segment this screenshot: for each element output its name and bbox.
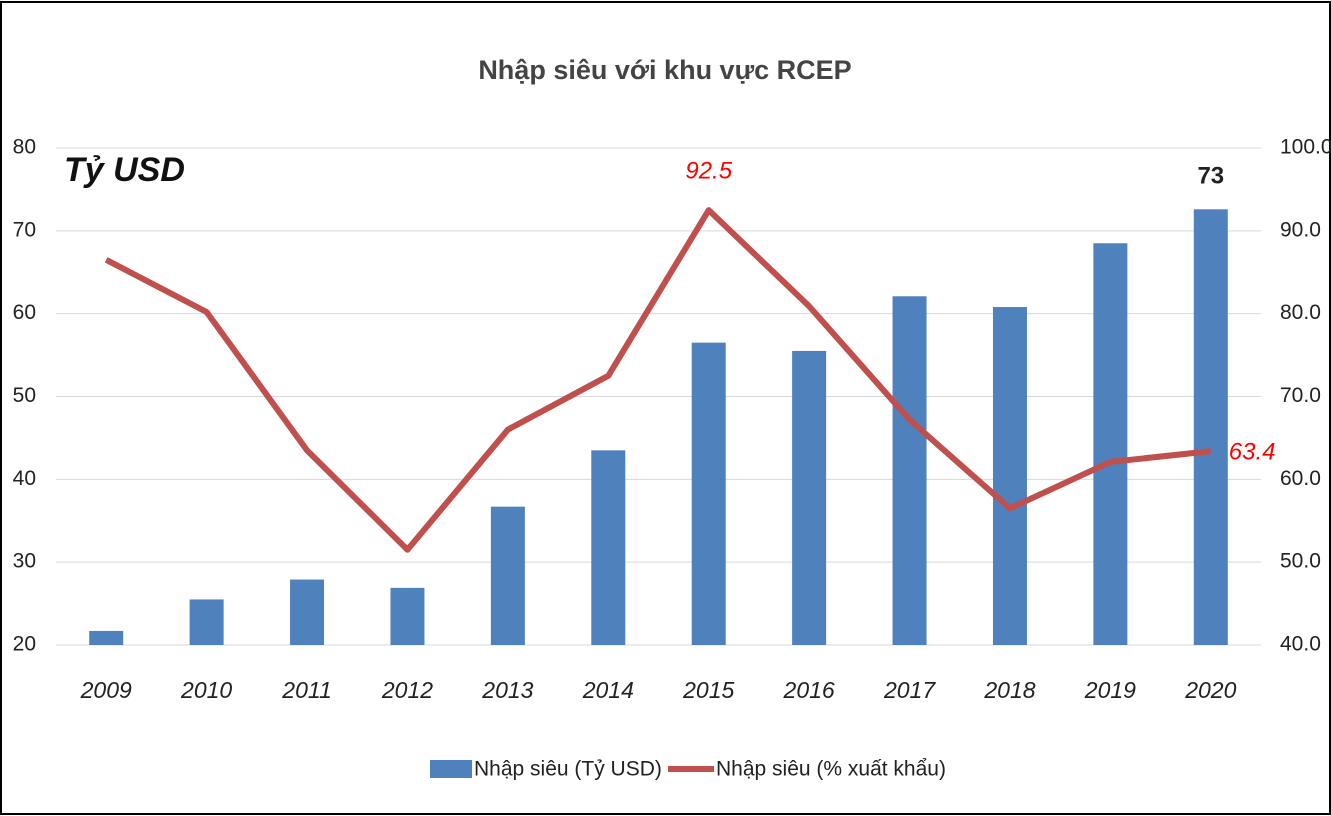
- y-tick-label: 60: [13, 301, 36, 324]
- bar: [290, 579, 325, 645]
- y-tick-label: 40: [13, 467, 36, 490]
- bar: [892, 296, 927, 645]
- y-tick-label: 20: [13, 633, 36, 656]
- x-tick-label: 2009: [80, 677, 132, 703]
- y-axis-label: Tỷ USD: [64, 151, 185, 189]
- x-tick-label: 2014: [582, 677, 634, 703]
- x-tick-label: 2013: [481, 677, 533, 703]
- x-tick-label: 2017: [883, 677, 936, 703]
- bar-value-label: 73: [1197, 163, 1224, 190]
- legend-label: Nhập siêu (Tỷ USD): [474, 758, 662, 781]
- bar: [89, 630, 124, 645]
- y2-tick-label: 90.0: [1280, 218, 1321, 241]
- bar: [792, 350, 827, 645]
- bar: [189, 599, 224, 645]
- line-value-label: 63.4: [1229, 439, 1276, 466]
- chart-title: Nhập siêu với khu vực RCEP: [478, 55, 851, 85]
- x-tick-label: 2019: [1084, 677, 1136, 703]
- legend-label: Nhập siêu (% xuất khẩu): [716, 758, 946, 781]
- bar: [390, 587, 425, 645]
- x-tick-label: 2010: [180, 677, 232, 703]
- y2-tick-label: 50.0: [1280, 550, 1321, 573]
- y-tick-label: 70: [13, 218, 36, 241]
- x-tick-label: 2018: [983, 677, 1035, 703]
- x-tick-label: 2011: [281, 677, 331, 703]
- bar: [591, 450, 626, 645]
- y-tick-label: 50: [13, 384, 36, 407]
- line-value-label: 92.5: [685, 157, 732, 184]
- bar: [691, 342, 726, 645]
- x-tick-label: 2016: [783, 677, 835, 703]
- x-tick-label: 2012: [381, 677, 433, 703]
- bar: [1193, 209, 1228, 645]
- legend-swatch: [430, 760, 472, 778]
- bar: [1093, 243, 1128, 645]
- bar: [992, 307, 1027, 645]
- y2-tick-label: 100.0: [1280, 136, 1331, 159]
- x-tick-label: 2020: [1184, 677, 1236, 703]
- y2-tick-label: 70.0: [1280, 384, 1321, 407]
- y2-tick-label: 60.0: [1280, 467, 1321, 490]
- x-tick-label: 2015: [682, 677, 734, 703]
- y2-tick-label: 40.0: [1280, 633, 1321, 656]
- line: [104, 207, 1212, 553]
- y-tick-label: 30: [13, 550, 36, 573]
- y-tick-label: 80: [13, 136, 36, 159]
- bar: [490, 506, 525, 645]
- y2-tick-label: 80.0: [1280, 301, 1321, 324]
